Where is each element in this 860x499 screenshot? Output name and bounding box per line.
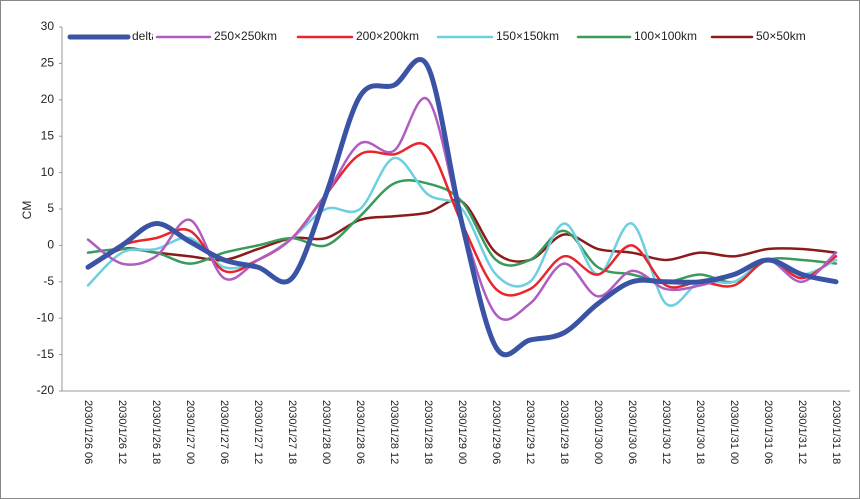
series-line	[85, 56, 839, 358]
x-tick-label: 2030/1/28 00	[320, 400, 332, 464]
y-tick-label: 20	[41, 92, 55, 106]
x-tick-label: 2030/1/31 12	[796, 400, 808, 464]
x-tick-label: 2030/1/27 00	[184, 400, 196, 464]
legend-bg	[708, 28, 828, 46]
x-tick-label: 2030/1/29 00	[456, 400, 468, 464]
x-tick-label: 2030/1/26 06	[82, 400, 94, 464]
x-tick-label: 2030/1/29 06	[490, 400, 502, 464]
x-tick-label: 2030/1/30 06	[626, 400, 638, 464]
x-tick-label: 2030/1/30 18	[694, 400, 706, 464]
x-tick-label: 2030/1/26 18	[150, 400, 162, 464]
x-tick-label: 2030/1/27 06	[218, 400, 230, 464]
y-tick-label: -15	[37, 347, 55, 361]
legend-label: 100×100km	[634, 29, 697, 43]
legend-label: delta	[132, 29, 158, 43]
legend-label: 200×200km	[356, 29, 419, 43]
x-tick-label: 2030/1/28 06	[354, 400, 366, 464]
x-tick-label: 2030/1/29 12	[524, 400, 536, 464]
legend-label: 50×50km	[756, 29, 806, 43]
x-tick-label: 2030/1/30 12	[660, 400, 672, 464]
y-tick-label: 25	[41, 56, 55, 70]
y-tick-label: 30	[41, 19, 55, 33]
x-tick-label: 2030/1/31 00	[728, 400, 740, 464]
y-tick-label: 0	[47, 238, 54, 252]
x-tick-label: 2030/1/31 06	[762, 400, 774, 464]
legend-label: 250×250km	[214, 29, 277, 43]
y-tick-label: -10	[37, 310, 55, 324]
legend-bg	[574, 28, 706, 46]
x-tick-label: 2030/1/28 12	[388, 400, 400, 464]
legend-bg	[294, 28, 428, 46]
y-tick-label: -20	[37, 383, 55, 397]
y-tick-label: -5	[43, 274, 54, 288]
x-tick-label: 2030/1/26 12	[116, 400, 128, 464]
legend-label: 150×150km	[496, 29, 559, 43]
legend-bg	[434, 28, 568, 46]
legend-bg	[153, 28, 286, 46]
y-tick-label: 15	[41, 128, 55, 142]
x-tick-label: 2030/1/27 12	[252, 400, 264, 464]
x-tick-label: 2030/1/29 18	[558, 400, 570, 464]
x-tick-label: 2030/1/31 18	[830, 400, 842, 464]
x-tick-label: 2030/1/30 00	[592, 400, 604, 464]
y-axis-label: CM	[20, 201, 34, 220]
x-tick-label: 2030/1/27 18	[286, 400, 298, 464]
y-tick-label: 10	[41, 165, 55, 179]
x-tick-label: 2030/1/28 18	[422, 400, 434, 464]
y-tick-label: 5	[47, 201, 54, 215]
